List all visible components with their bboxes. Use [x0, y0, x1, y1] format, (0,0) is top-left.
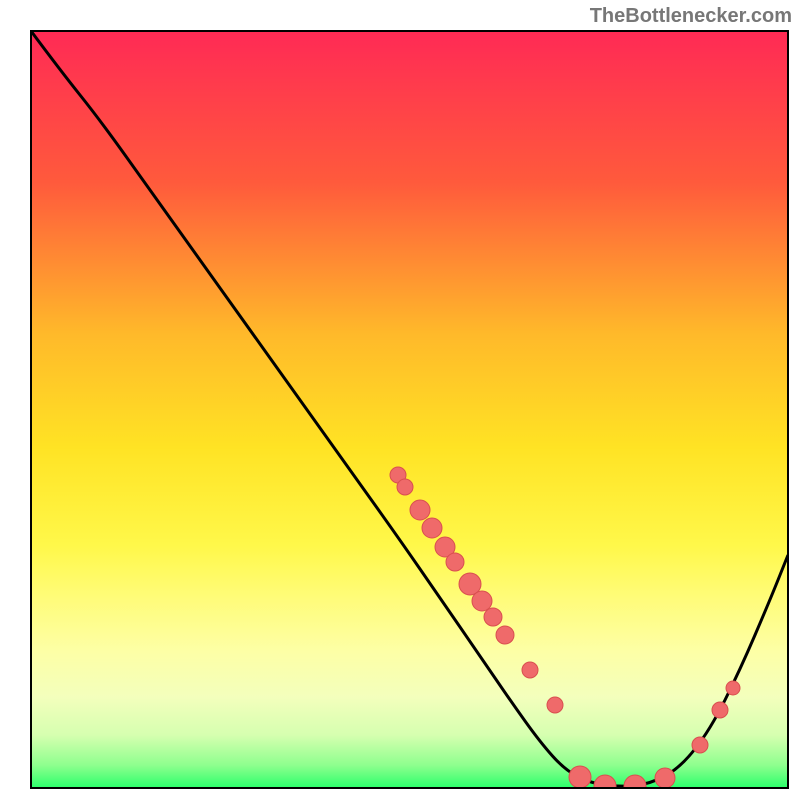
data-marker [547, 697, 563, 713]
chart-root: TheBottlenecker.com [0, 0, 800, 800]
data-marker [624, 775, 646, 797]
data-marker [496, 626, 514, 644]
data-marker [594, 775, 616, 797]
data-marker [422, 518, 442, 538]
data-marker [472, 591, 492, 611]
data-marker [655, 768, 675, 788]
data-marker [410, 500, 430, 520]
plot-background [31, 31, 788, 788]
bottleneck-chart: TheBottlenecker.com [0, 0, 800, 800]
data-marker [397, 479, 413, 495]
data-marker [522, 662, 538, 678]
data-marker [446, 553, 464, 571]
data-marker [712, 702, 728, 718]
data-marker [692, 737, 708, 753]
data-marker [484, 608, 502, 626]
data-marker [569, 766, 591, 788]
attribution-label: TheBottlenecker.com [590, 5, 792, 27]
data-marker [726, 681, 740, 695]
